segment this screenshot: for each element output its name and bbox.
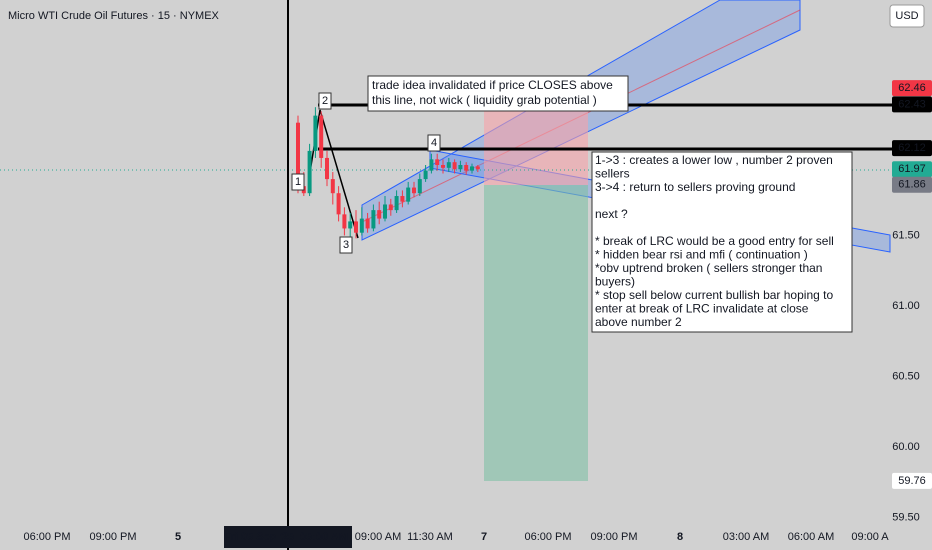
candle-body [354,221,358,233]
point-box [427,134,441,152]
zigzag [309,109,359,239]
point-box [291,173,305,191]
note-line: trade idea invalidated if price CLOSES a… [372,78,613,92]
price-label: 62.43 [898,98,926,110]
price-tick-label: 61.00 [892,300,920,312]
time-label: 09:00 PM [590,531,637,543]
candle-body [325,157,329,180]
candle-body [371,210,376,229]
candle-body [435,159,440,165]
price-label: 62.46 [898,82,926,94]
point-box [318,92,332,110]
note-line: 1->3 : creates a lower low , number 2 pr… [595,153,833,167]
currency-button[interactable] [889,4,925,28]
note-line: * hidden bear rsi and mfi ( continuation… [595,248,808,262]
time-label: 8 [677,531,683,543]
candle-body [475,166,480,170]
price-label-box [892,176,932,193]
time-label: 11:30 AM [407,531,453,543]
candle-body [458,165,463,170]
price-label-box [892,140,932,157]
currency[interactable]: USD [895,10,918,22]
candle-body [377,210,382,219]
candle-body [359,218,364,233]
time-label: Fri 05 Sep '25 [224,531,295,543]
candle-body [406,187,411,202]
candle-body [319,115,324,158]
risk-zone [484,105,588,185]
price-label-box [892,472,932,489]
price-label: 61.86 [898,179,926,191]
symbol-title: Micro WTI Crude Oil Futures · 15 · NYMEX [8,10,220,22]
point-label: 4 [431,137,437,149]
note-line: buyers) [595,275,635,289]
time-label: 09:00 A [851,531,889,543]
candle-body [307,150,312,194]
crosshair-time-box [224,526,352,548]
time-label: 05:00 AM [300,531,348,543]
note-line: sellers [595,167,630,181]
candle-body [417,179,422,194]
time-label: 09:00 PM [89,531,136,543]
price-label: 59.76 [898,475,926,487]
candle-body [348,221,353,229]
note-line: next ? [595,207,628,221]
note-line: *obv uptrend broken ( sellers stronger t… [595,261,822,275]
price-label-box [892,80,932,97]
point-label: 3 [343,239,349,251]
time-label: 5 [175,531,181,543]
candle-body [452,162,457,170]
price-tick-label: 61.50 [892,229,920,241]
point-label: 2 [322,95,328,107]
note-line: this line, not wick ( liquidity grab pot… [372,93,597,107]
note-line: * stop sell below current bullish bar ho… [595,288,833,302]
price-label: 61.97 [898,163,926,175]
note-box [591,151,853,333]
point-label: 1 [295,176,301,188]
reward-zone [484,185,588,481]
note-line: 3->4 : return to sellers proving ground [595,180,795,194]
candle-body [313,115,318,151]
candle-body [464,165,469,171]
price-label-box [892,96,932,113]
candle-body [470,166,474,171]
time-label: 06:00 PM [23,531,70,543]
price-tick-label: 60.00 [892,441,920,453]
candle-body [383,204,387,219]
candle-body [429,159,434,171]
time-label: 09:00 AM [355,531,401,543]
candle-body [412,187,416,194]
candle-body [446,162,451,168]
time-label: 7 [481,531,487,543]
candle-body [330,179,335,194]
price-tick-label: 60.50 [892,370,920,382]
time-label: 06:00 AM [788,531,834,543]
candle-body [388,204,393,211]
time-label: 03:00 AM [723,531,769,543]
candle-body [441,165,445,168]
note-box [367,75,629,112]
note-line: enter at break of LRC invalidate at clos… [595,302,809,316]
candle-body [342,214,347,229]
note-line: above number 2 [595,315,682,329]
price-label: 62.12 [898,142,926,154]
candle-body [365,218,370,229]
candle-body [296,122,300,187]
candle-body [423,170,428,180]
price-tick-label: 59.50 [892,511,920,523]
candle-body [400,196,405,202]
note-line: * break of LRC would be a good entry for… [595,234,834,248]
candle-body [394,196,399,211]
time-label: 06:00 PM [524,531,571,543]
price-label-box [892,161,932,178]
point-box [339,236,353,254]
candle-body [336,193,341,215]
